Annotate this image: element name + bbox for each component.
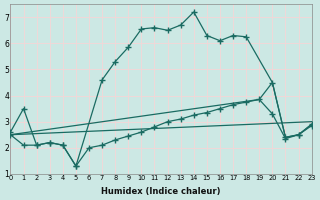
X-axis label: Humidex (Indice chaleur): Humidex (Indice chaleur) bbox=[101, 187, 221, 196]
